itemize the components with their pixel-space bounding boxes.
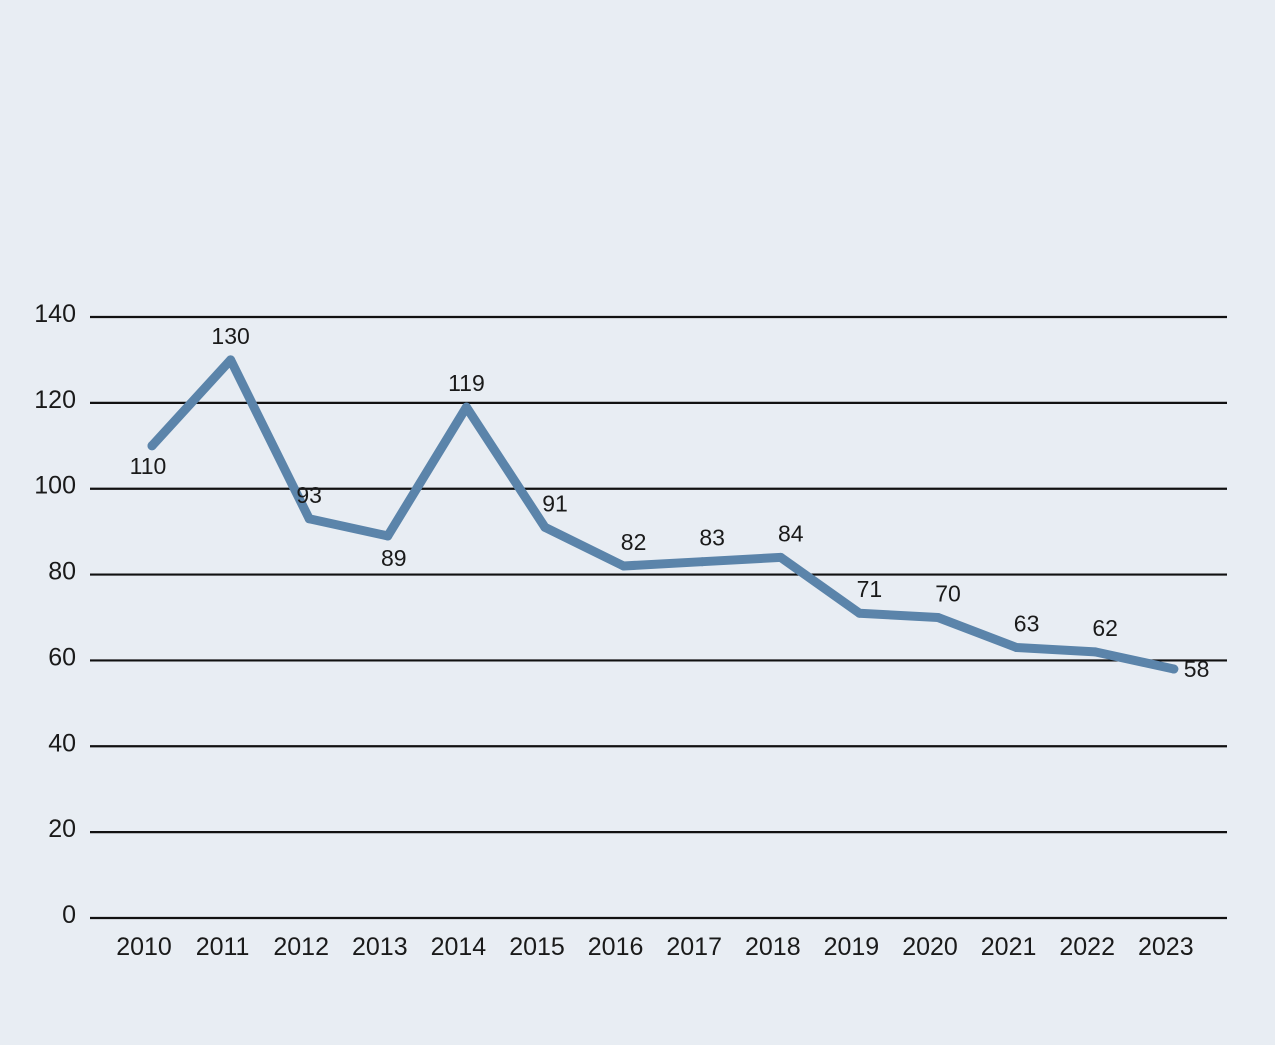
x-tick-label: 2012 (273, 933, 329, 961)
data-point (383, 531, 393, 541)
data-point (540, 522, 550, 532)
x-tick-label: 2010 (116, 933, 172, 961)
y-tick-label: 100 (34, 472, 76, 500)
data-point (1169, 664, 1179, 674)
data-label: 89 (381, 545, 407, 571)
data-label: 91 (542, 490, 568, 516)
data-label: 63 (1014, 611, 1040, 637)
x-axis-ticks: 2010 2011 2012 2013 2014 2015 2016 2017 2018 2019… (116, 933, 1193, 961)
y-tick-label: 40 (48, 729, 76, 757)
series-line (147, 355, 1179, 674)
x-tick-label: 2014 (431, 933, 487, 961)
x-tick-label: 2023 (1138, 933, 1194, 961)
x-tick-label: 2017 (666, 933, 722, 961)
data-point (854, 608, 864, 618)
y-tick-label: 0 (62, 901, 76, 929)
y-tick-label: 120 (34, 386, 76, 414)
data-label: 58 (1184, 656, 1210, 682)
data-point (933, 613, 943, 622)
data-point (461, 402, 471, 412)
data-label: 62 (1092, 615, 1118, 641)
y-axis-ticks: 0 20 40 60 80 100 120 140 (34, 300, 76, 929)
x-tick-label: 2021 (981, 933, 1037, 961)
y-tick-label: 140 (34, 300, 76, 328)
x-tick-label: 2018 (745, 933, 801, 961)
x-tick-label: 2016 (588, 933, 644, 961)
data-label: 119 (448, 370, 485, 396)
data-label: 82 (621, 529, 647, 555)
x-tick-label: 2015 (509, 933, 565, 961)
y-tick-label: 80 (48, 558, 76, 586)
data-point (697, 557, 707, 567)
x-tick-label: 2019 (824, 933, 880, 961)
data-label-background (375, 547, 414, 572)
data-point (304, 514, 314, 524)
data-labels: 110 130 93 89 119 91 82 83 84 71 70 63 62 58 (130, 323, 1210, 682)
data-label: 93 (296, 482, 322, 508)
gridlines (90, 315, 1227, 920)
x-tick-label: 2022 (1059, 933, 1115, 961)
data-label: 83 (699, 525, 725, 551)
data-point (147, 441, 157, 451)
data-point (1012, 643, 1022, 653)
data-label: 84 (778, 520, 804, 546)
data-label: 71 (857, 576, 883, 602)
data-label: 70 (935, 581, 961, 607)
data-label: 130 (211, 323, 249, 349)
data-label: 110 (130, 453, 167, 479)
x-tick-label: 2020 (902, 933, 958, 961)
data-point (619, 561, 629, 571)
data-point (1090, 647, 1100, 657)
series-group (147, 355, 1179, 674)
y-tick-label: 20 (48, 815, 76, 843)
x-tick-label: 2011 (196, 933, 250, 961)
x-tick-label: 2013 (352, 933, 408, 961)
data-point (226, 355, 236, 365)
data-point (776, 552, 786, 562)
y-tick-label: 60 (48, 643, 76, 671)
